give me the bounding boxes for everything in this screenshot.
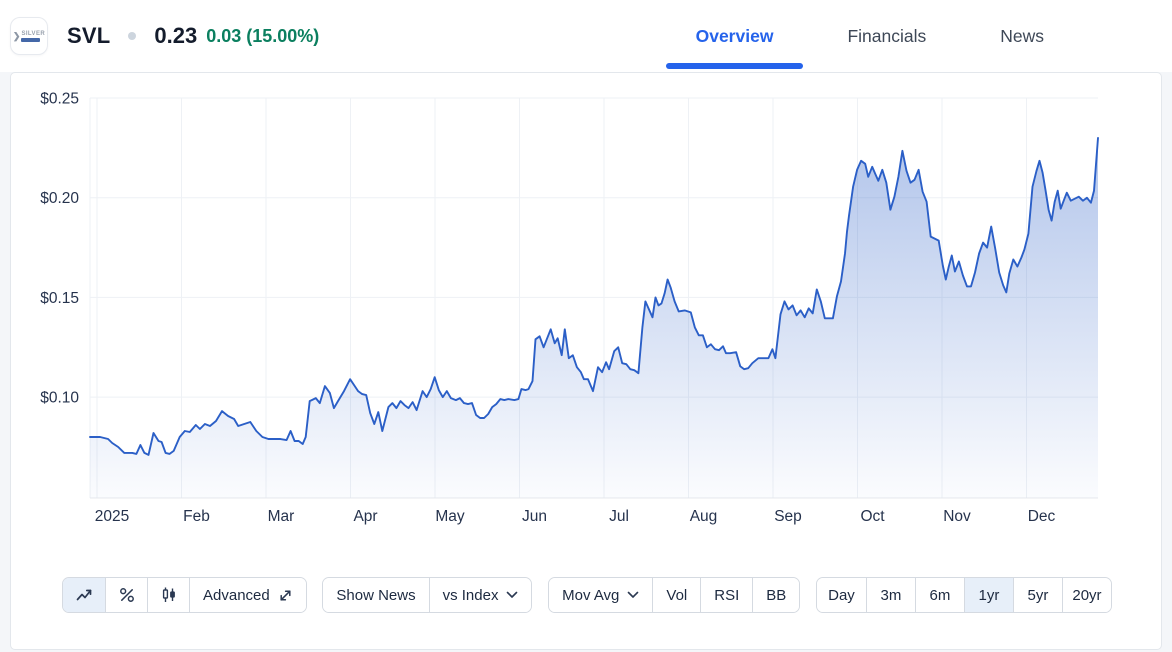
chart-toolbar: Advanced Show News vs Index Mov [62,577,1112,613]
active-tab-underline [665,63,804,69]
expand-icon [280,589,291,601]
mov-avg-dropdown[interactable]: Mov Avg [549,578,653,612]
tab-overview[interactable]: Overview [665,0,804,72]
rsi-toggle[interactable]: RSI [700,578,753,612]
advanced-button[interactable]: Advanced [189,578,306,612]
range-day[interactable]: Day [816,578,866,612]
svg-text:Sep: Sep [774,508,802,525]
tab-financials[interactable]: Financials [847,25,927,46]
svg-text:$0.10: $0.10 [40,390,79,407]
indicators-group: Mov Avg Vol RSI BB [548,577,801,613]
svg-text:Feb: Feb [183,508,210,525]
svg-text:Nov: Nov [943,508,971,525]
logo-chevron-icon: ❯ [12,30,21,41]
current-price: 0.23 [154,23,198,48]
range-6m[interactable]: 6m [914,578,964,612]
range-group: Day 3m 6m 1yr 5yr 20yr [815,577,1112,613]
range-1yr[interactable]: 1yr [963,578,1013,612]
nav-tabs: Overview Financials News [665,0,1172,72]
svg-text:Apr: Apr [353,508,377,525]
price-change: 0.03 (15.00%) [206,25,320,46]
ticker-header: ❯ SILVER SVL 0.23 0.03 (15.00%) Overview… [0,0,1172,72]
range-20yr[interactable]: 20yr [1061,578,1111,612]
chart-type-group: Advanced [62,577,307,613]
line-chart-button[interactable] [63,578,105,612]
show-news-button[interactable]: Show News [323,578,429,612]
separator-dot-icon [128,32,137,40]
chevron-down-icon [628,591,639,598]
range-3m[interactable]: 3m [865,578,915,612]
percent-change-button[interactable] [105,578,147,612]
svg-text:$0.20: $0.20 [40,190,79,207]
svg-text:$0.25: $0.25 [40,91,79,108]
tab-news[interactable]: News [1000,25,1044,46]
range-5yr[interactable]: 5yr [1012,578,1062,612]
line-chart-icon [76,589,91,601]
svg-text:Jul: Jul [609,508,629,525]
price-chart[interactable]: $0.25 $0.20 $0.15 $0.10 2025 Feb Mar Apr May Jun J… [11,73,1161,543]
svg-text:May: May [435,508,465,525]
volume-toggle[interactable]: Vol [652,578,701,612]
svg-text:$0.15: $0.15 [40,290,79,307]
candlestick-button[interactable] [147,578,189,612]
svg-text:Dec: Dec [1028,508,1056,525]
svg-text:Aug: Aug [690,508,718,525]
svg-text:Mar: Mar [268,508,295,525]
vs-index-dropdown[interactable]: vs Index [428,578,532,612]
logo-word: SILVER [21,30,46,37]
ticker-symbol: SVL [67,23,111,48]
news-index-group: Show News vs Index [322,577,533,613]
bb-toggle[interactable]: BB [752,578,800,612]
logo-bar [21,37,41,42]
svg-text:2025: 2025 [95,508,129,525]
percent-icon [119,588,134,602]
candlestick-icon [162,587,175,602]
svg-text:Oct: Oct [860,508,885,525]
svg-text:Jun: Jun [522,508,547,525]
chart-card: $0.25 $0.20 $0.15 $0.10 2025 Feb Mar Apr May Jun J… [10,72,1162,650]
company-logo: ❯ SILVER [10,17,48,55]
chevron-down-icon [507,591,518,598]
